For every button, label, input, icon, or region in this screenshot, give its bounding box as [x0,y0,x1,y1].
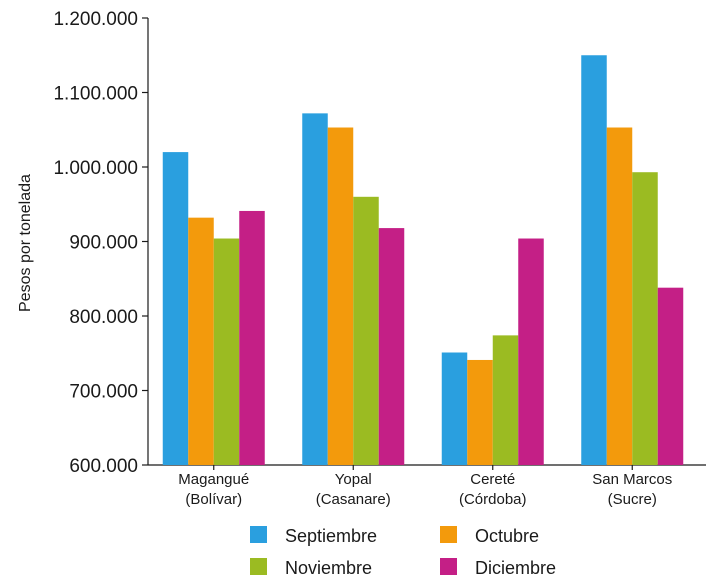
y-tick-label: 700.000 [69,382,138,403]
y-tick-label: 900.000 [69,233,138,254]
x-tick-label: (Casanare) [316,491,391,508]
x-tick-label: Magangué [178,471,249,488]
y-tick-label: 600.000 [69,456,138,477]
y-axis-label: Pesos por tonelada [17,174,34,312]
bar [518,238,544,465]
bar [441,352,468,465]
legend-label: Noviembre [285,558,372,578]
legend-label: Septiembre [285,526,377,546]
axes: 600.000 700.000 800.000 900.000 1.000.000 1.1… [53,9,706,477]
bars [162,55,684,466]
bar [581,55,607,465]
bar [378,228,405,465]
bar [327,127,354,465]
legend-label: Diciembre [475,558,556,578]
bar [606,127,633,465]
x-tick-label: Cereté [470,471,515,488]
x-tick-label: Yopal [335,471,372,488]
x-tick-label: (Córdoba) [459,491,527,508]
x-tick-label: San Marcos [592,471,672,488]
legend: Septiembre Octubre Noviembre Diciembre [250,526,556,578]
bar [353,196,379,466]
bar [188,217,214,465]
y-tick-label: 1.100.000 [53,84,138,105]
bar [492,335,519,465]
legend-label: Octubre [475,526,539,546]
bar [632,172,658,465]
x-tick-label: (Bolívar) [185,491,242,508]
legend-swatch [250,558,267,575]
bar [467,359,493,465]
y-tick-label: 800.000 [69,307,138,328]
bar [657,287,684,465]
x-tick-labels: Magangué (Bolívar) Yopal (Casanare) Cereté (C… [178,465,672,508]
y-tick-label: 1.000.000 [53,158,138,179]
legend-swatch [250,526,267,543]
legend-swatch [440,526,457,543]
bar [302,113,328,466]
legend-swatch [440,558,457,575]
bar [162,152,189,465]
bar [239,210,265,465]
bar [213,238,240,465]
y-tick-label: 1.200.000 [53,9,138,30]
x-tick-label: (Sucre) [608,491,657,508]
